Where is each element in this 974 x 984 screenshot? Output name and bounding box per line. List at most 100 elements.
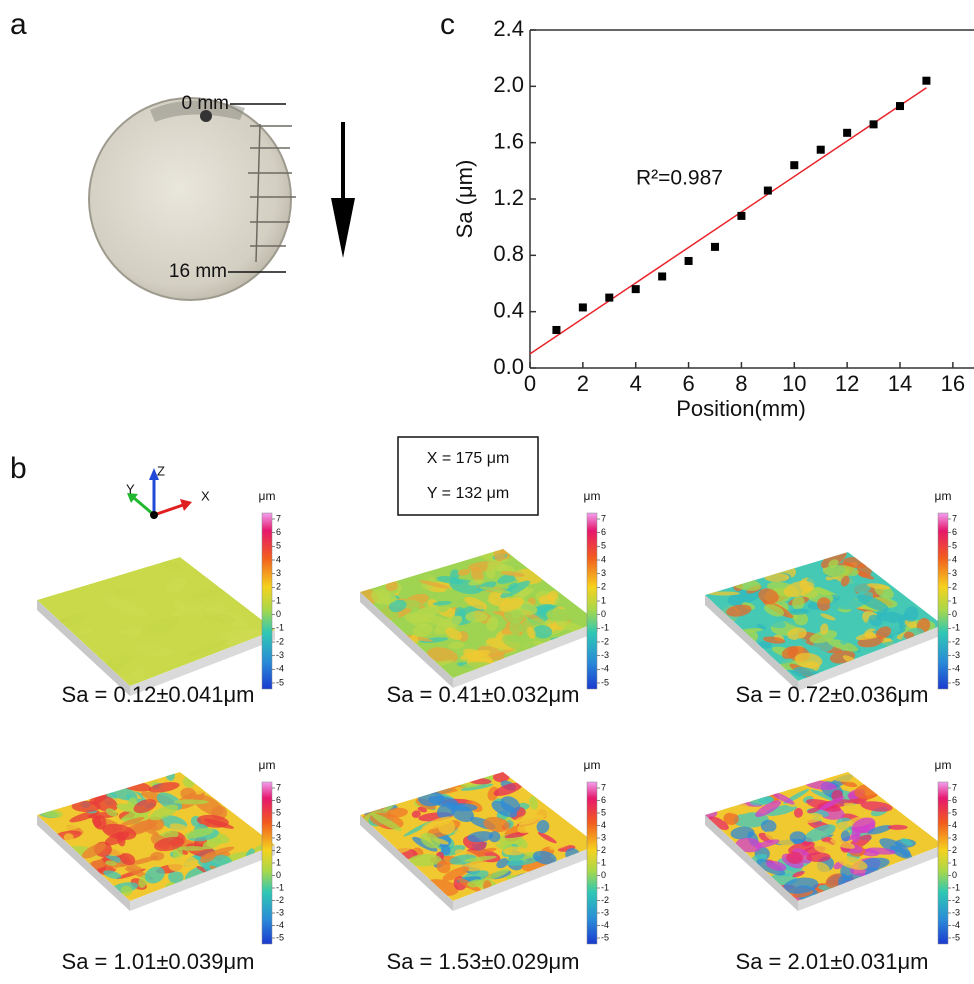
texture-blob [128, 577, 153, 593]
caption: Sa = 2.01±0.031μm [736, 949, 929, 974]
texture-blob [777, 613, 803, 628]
axis-name: Z [157, 463, 165, 478]
colorbar-tick-label: 7 [276, 513, 281, 523]
texture-blob [371, 813, 402, 832]
surface-texture [37, 557, 275, 686]
colorbar-tick-label: -3 [601, 907, 609, 917]
colorbar-tick-label: 6 [952, 795, 957, 805]
point [552, 325, 561, 334]
panel-label: b [10, 452, 27, 485]
colorbar-tick-label: 0 [601, 870, 606, 880]
y-tick-label: 1.2 [493, 185, 524, 210]
surface-texture [37, 772, 275, 901]
texture-blob [167, 655, 180, 667]
texture-blob [807, 807, 820, 814]
texture-blob [764, 573, 790, 582]
texture-blob [78, 836, 95, 849]
colorbar-tick-label: 5 [276, 807, 281, 817]
colorbar-tick-label: -1 [276, 882, 284, 892]
photo-label: 0 mm [182, 93, 230, 114]
texture-blob [529, 796, 538, 810]
texture-blob [488, 831, 501, 843]
colorbar-tick-label: -3 [952, 650, 960, 660]
texture-blob [556, 620, 584, 632]
texture-blob [820, 613, 836, 621]
caption: Sa = 0.72±0.036μm [736, 682, 929, 707]
texture-blob [464, 855, 497, 862]
texture-blob [487, 561, 508, 571]
texture-blob [442, 866, 470, 881]
texture-blob [487, 647, 517, 658]
texture-blob [840, 638, 849, 645]
surface-side [453, 622, 598, 688]
colorbar-unit: μm [935, 489, 952, 503]
colorbar-tick-label: -1 [276, 623, 284, 633]
texture-blob [200, 846, 235, 859]
colorbar-tick-label: -2 [601, 895, 609, 905]
point [816, 145, 825, 154]
colorbar-tick-label: 0 [276, 870, 281, 880]
hole [200, 110, 212, 122]
texture-blob [757, 641, 772, 649]
colorbar-tick-label: 1 [276, 595, 281, 605]
colorbar-tick-label: -5 [601, 677, 609, 687]
colorbar-tick-label: -5 [276, 932, 284, 942]
colorbar-tick-label: 6 [276, 527, 281, 537]
texture-blob [756, 624, 766, 630]
texture-blob [820, 841, 833, 848]
colorbar-tick-label: 7 [952, 782, 957, 792]
texture-blob [792, 596, 805, 610]
texture-blob [532, 850, 557, 865]
texture-blob [759, 614, 786, 629]
colorbar-tick-label: 6 [952, 527, 957, 537]
texture-blob [148, 782, 180, 793]
texture-blob [504, 608, 524, 624]
texture-blob [190, 589, 227, 599]
y-tick-label: 2.4 [493, 16, 524, 41]
texture-blob [117, 627, 151, 635]
colorbar-tick-label: 3 [276, 568, 281, 578]
colorbar-tick-label: 6 [601, 795, 606, 805]
axis-name: Y [126, 481, 135, 496]
texture-blob [165, 578, 187, 594]
colorbar [586, 512, 598, 690]
texture-blob [104, 831, 130, 846]
colorbar-tick-label: 2 [601, 845, 606, 855]
texture-blob [860, 801, 893, 812]
surface-side [705, 595, 798, 691]
texture-blob [830, 838, 855, 849]
texture-blob [828, 559, 839, 569]
texture-blob [502, 633, 535, 651]
texture-blob [707, 591, 740, 596]
texture-blob [483, 816, 510, 833]
colorbar-tick-label: 1 [601, 595, 606, 605]
texture-blob [412, 623, 433, 637]
texture-blob [766, 860, 787, 871]
texture-blob [448, 641, 465, 649]
point [896, 102, 904, 111]
texture-blob [101, 606, 142, 619]
texture-blob [537, 832, 557, 844]
texture-blob [781, 646, 799, 659]
texture-blob [141, 616, 179, 637]
texture-blob [738, 628, 763, 633]
x-tick-label: 10 [782, 371, 806, 396]
colorbar-unit: μm [584, 489, 601, 503]
colorbar-tick-label: 4 [276, 554, 281, 564]
texture-blob [219, 830, 229, 835]
texture-blob [514, 563, 524, 571]
y-axis-label: Sa (μm) [452, 160, 477, 239]
texture-blob [411, 810, 421, 818]
colorbar-tick-label: 5 [952, 541, 957, 551]
texture-blob [765, 831, 794, 846]
colorbar-tick-label: -4 [952, 664, 960, 674]
texture-blob [762, 636, 786, 644]
colorbar-tick-label: 5 [276, 541, 281, 551]
texture-blob [150, 851, 165, 861]
point [869, 120, 878, 129]
surface-side [360, 815, 453, 911]
texture-blob [171, 630, 191, 638]
texture-blob [202, 838, 222, 850]
texture-blob [835, 627, 867, 635]
point [922, 76, 931, 85]
